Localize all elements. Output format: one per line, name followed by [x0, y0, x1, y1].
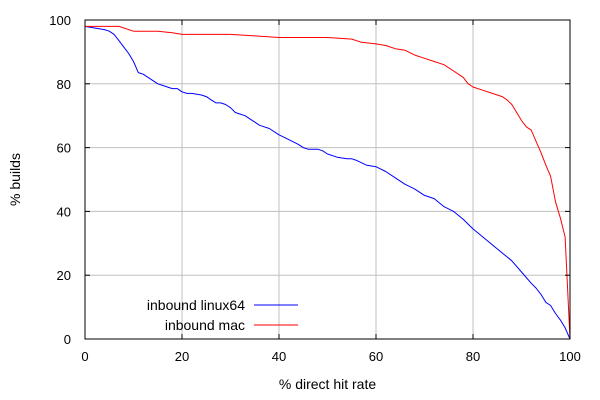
x-tick-label: 0 — [81, 349, 88, 364]
x-tick-label: 20 — [175, 349, 189, 364]
y-tick-label: 100 — [49, 13, 71, 28]
series-layer — [84, 25, 571, 340]
legend-label: inbound mac — [165, 317, 245, 333]
plot-frame — [84, 19, 571, 340]
x-tick-label: 80 — [466, 349, 480, 364]
y-tick-label: 20 — [57, 268, 71, 283]
series-line-1 — [84, 25, 571, 340]
x-tick-label: 40 — [272, 349, 286, 364]
legend-label: inbound linux64 — [147, 297, 245, 313]
grid — [85, 20, 570, 339]
y-axis-title: % builds — [7, 153, 23, 206]
x-axis-title: % direct hit rate — [279, 376, 376, 392]
series-line-2 — [85, 25, 571, 340]
x-tick-label: 60 — [369, 349, 383, 364]
legend: inbound linux64 inbound mac — [147, 297, 298, 333]
ticks: 0 20 40 60 80 100 0 20 40 60 80 100 — [49, 13, 581, 364]
x-tick-label: 100 — [559, 349, 581, 364]
y-tick-label: 0 — [64, 332, 71, 347]
y-tick-label: 80 — [57, 77, 71, 92]
y-tick-label: 40 — [57, 204, 71, 219]
y-tick-label: 60 — [57, 141, 71, 156]
